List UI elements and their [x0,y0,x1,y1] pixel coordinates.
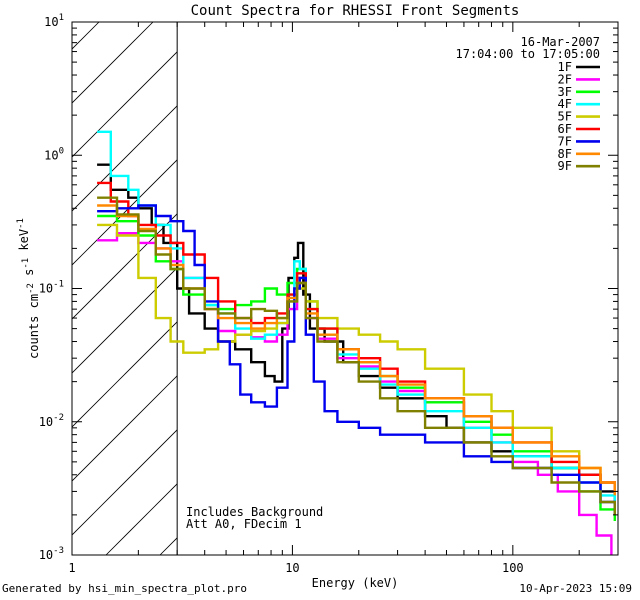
legend-label-8F: 8F [558,147,572,161]
annotation-line: Includes Background [186,505,323,519]
series-line-9F [97,196,616,515]
y-axis-label: counts cm-2 s-1 keV-1 [16,218,41,359]
legend-label-6F: 6F [558,122,572,136]
y-tick-label: 100 [44,146,64,162]
legend-label-5F: 5F [558,110,572,124]
y-tick-label: 10-1 [39,280,64,296]
legend-label-1F: 1F [558,60,572,74]
plot-frame [71,21,619,556]
hatch-line [72,375,178,482]
hatch-line [72,429,178,536]
hatch-line [72,105,178,212]
date-label: 16-Mar-2007 [521,35,600,49]
generation-timestamp: 10-Apr-2023 15:09 [519,582,632,595]
series-group [97,130,616,555]
annotation-line: Att A0, FDecim 1 [186,517,302,531]
y-axis: 10-3 10-2 10-1 100 101 [39,13,618,562]
hatch-line [72,51,178,158]
hatch-line [72,213,178,320]
x-axis: 1 10 100 [68,22,619,575]
chart-title: Count Spectra for RHESSI Front Segments [191,3,520,19]
legend-label-4F: 4F [558,97,572,111]
generated-by-label: Generated by hsi_min_spectra_plot.pro [2,582,248,595]
series-line-2F [97,232,613,555]
y-tick-label: 101 [44,13,64,29]
legend-label-9F: 9F [558,159,572,173]
x-axis-label: Energy (keV) [312,576,399,590]
x-tick-label: 100 [502,561,524,575]
x-tick-label: 1 [68,561,75,575]
y-tick-label: 10-2 [39,413,64,429]
x-tick-label: 10 [285,561,299,575]
legend-label-2F: 2F [558,72,572,86]
series-line-6F [97,181,616,492]
legend-label-3F: 3F [558,85,572,99]
y-tick-label: 10-3 [39,546,64,562]
time-range-label: 17:04:00 to 17:05:00 [456,47,601,61]
legend-label-7F: 7F [558,134,572,148]
series-line-4F [97,130,616,510]
